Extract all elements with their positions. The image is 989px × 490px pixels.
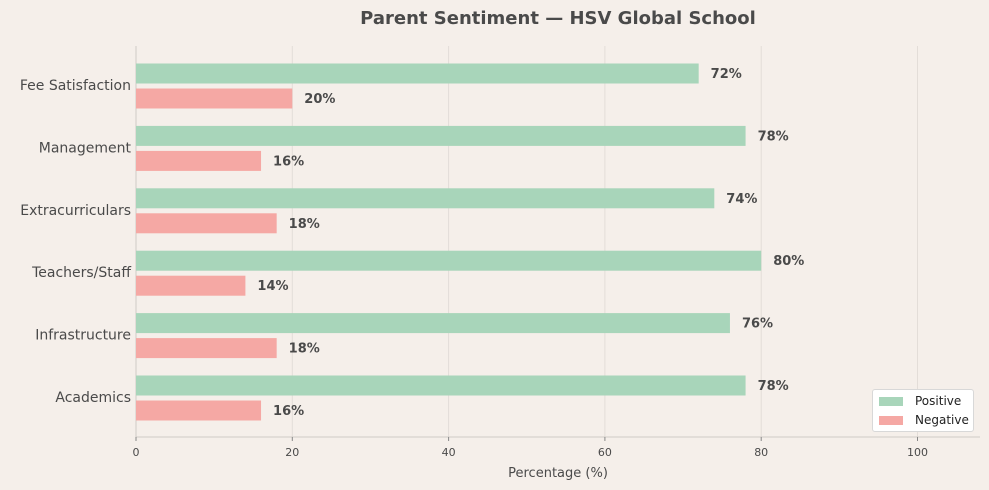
y-tick-label: Academics bbox=[55, 390, 131, 406]
data-label: 72% bbox=[711, 67, 742, 82]
bar-negative bbox=[136, 400, 262, 421]
data-label: 14% bbox=[257, 279, 288, 294]
data-label: 74% bbox=[726, 192, 757, 207]
bar-positive bbox=[136, 375, 746, 396]
data-label: 16% bbox=[273, 154, 304, 169]
legend-label-positive: Positive bbox=[915, 394, 962, 408]
x-tick-label: 60 bbox=[598, 446, 612, 459]
x-tick-label: 0 bbox=[133, 446, 140, 459]
y-tick-label: Infrastructure bbox=[35, 328, 131, 344]
data-label: 20% bbox=[304, 92, 335, 107]
y-tick-label: Teachers/Staff bbox=[31, 265, 131, 281]
y-tick-label: Extracurriculars bbox=[20, 203, 131, 219]
bar-negative bbox=[136, 150, 262, 171]
x-tick-label: 80 bbox=[754, 446, 768, 459]
data-label: 80% bbox=[773, 254, 804, 269]
bar-positive bbox=[136, 250, 762, 271]
data-label: 78% bbox=[758, 379, 789, 394]
x-tick-label: 100 bbox=[907, 446, 928, 459]
bar-positive bbox=[136, 125, 746, 146]
data-label: 18% bbox=[289, 342, 320, 357]
bar-positive bbox=[136, 188, 715, 209]
y-tick-label: Fee Satisfaction bbox=[20, 78, 131, 94]
legend-label-negative: Negative bbox=[915, 413, 969, 427]
legend-swatch-negative bbox=[879, 415, 903, 425]
data-label: 78% bbox=[758, 129, 789, 144]
legend-item-negative: Negative bbox=[879, 413, 969, 427]
legend-item-positive: Positive bbox=[879, 394, 961, 408]
chart-title: Parent Sentiment — HSV Global School bbox=[360, 8, 756, 29]
data-label: 18% bbox=[289, 217, 320, 232]
legend: Positive Negative bbox=[872, 389, 974, 432]
y-tick-label: Management bbox=[39, 140, 132, 156]
bar-negative bbox=[136, 88, 293, 109]
x-tick-label: 20 bbox=[285, 446, 299, 459]
legend-swatch-positive bbox=[879, 396, 903, 406]
bar-negative bbox=[136, 275, 246, 296]
data-label: 16% bbox=[273, 404, 304, 419]
bar-negative bbox=[136, 213, 277, 234]
bar-negative bbox=[136, 338, 277, 359]
x-tick-label: 40 bbox=[442, 446, 456, 459]
bar-positive bbox=[136, 63, 699, 84]
x-axis-label: Percentage (%) bbox=[508, 466, 608, 481]
data-label: 76% bbox=[742, 317, 773, 332]
bar-positive bbox=[136, 313, 730, 334]
